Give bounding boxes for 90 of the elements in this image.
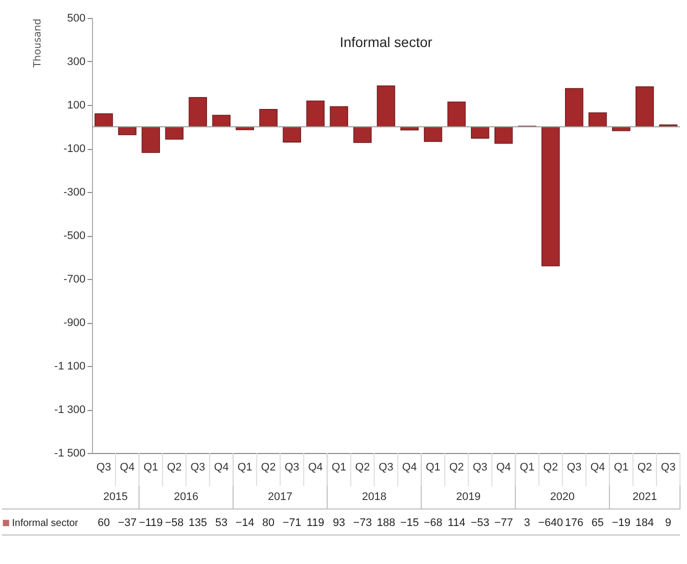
text: Informal sector — [340, 34, 433, 50]
bar — [165, 126, 184, 140]
data-label: 184 — [636, 517, 654, 529]
bar — [94, 113, 113, 128]
bar — [424, 126, 442, 142]
text: 2015 — [103, 491, 128, 503]
data-label: −14 — [236, 517, 254, 529]
x-tick-label: Q2 — [261, 462, 276, 474]
x-tick-label: Q2 — [449, 462, 464, 474]
data-label: 65 — [592, 517, 604, 529]
data-label: −15 — [400, 517, 419, 529]
data-label: −19 — [612, 517, 631, 529]
data-label: 9 — [665, 517, 672, 529]
data-label: 80 — [262, 517, 275, 529]
y-tick-label: -300 — [63, 186, 86, 198]
legend-label: Informal sector — [12, 518, 79, 529]
x-tick-label: Q4 — [496, 462, 511, 474]
data-label: 176 — [564, 517, 584, 529]
y-tick-label: -500 — [63, 230, 86, 242]
y-tick-label: -1 300 — [54, 404, 86, 416]
bar — [588, 112, 607, 128]
y-tick-label: -1 100 — [54, 360, 86, 372]
bar — [470, 126, 490, 139]
x-tick-label: Q4 — [402, 462, 417, 474]
text: 2021 — [632, 491, 657, 503]
bar — [542, 126, 560, 266]
data-label: 119 — [306, 517, 324, 529]
y-tick-label: -1 500 — [54, 448, 86, 460]
x-tick-label: Q2 — [543, 462, 558, 474]
data-label: 135 — [188, 517, 208, 529]
text: 2016 — [174, 491, 198, 503]
data-label: −37 — [118, 517, 137, 529]
x-tick-label: Q3 — [378, 462, 394, 474]
x-tick-label: Q1 — [426, 462, 440, 474]
data-label: 60 — [98, 517, 110, 529]
data-label: −71 — [282, 517, 302, 529]
bar — [353, 126, 372, 143]
y-tick-label: 300 — [67, 56, 86, 68]
bar — [212, 114, 230, 128]
data-label: 53 — [215, 517, 228, 529]
bar — [376, 86, 396, 128]
x-tick-label: Q2 — [166, 462, 182, 474]
x-tick-label: Q3 — [284, 462, 300, 474]
data-label: −77 — [494, 517, 513, 529]
y-axis-title: Thousand — [32, 18, 44, 68]
text: 2017 — [268, 491, 292, 503]
bar — [282, 126, 302, 142]
x-tick-label: Q3 — [190, 462, 206, 474]
x-tick-label: Q4 — [590, 462, 606, 474]
y-tick-label: -900 — [63, 317, 86, 329]
data-label: −53 — [470, 517, 490, 529]
x-tick-label: Q4 — [308, 462, 323, 474]
data-label: 3 — [524, 517, 530, 529]
x-tick-label: Q1 — [332, 462, 346, 474]
y-tick-label: -700 — [63, 274, 86, 286]
bar — [494, 126, 513, 144]
x-tick-label: Q3 — [566, 462, 582, 474]
bar — [330, 106, 348, 128]
data-label: −58 — [164, 517, 184, 529]
bar — [259, 109, 278, 128]
text: 2019 — [456, 491, 481, 503]
bar — [565, 88, 584, 128]
x-tick-label: Q4 — [214, 462, 229, 474]
data-label: −73 — [353, 517, 372, 529]
data-label: −640 — [538, 517, 564, 529]
data-label: 188 — [376, 517, 396, 529]
x-tick-label: Q3 — [660, 462, 676, 474]
y-tick-label: 500 — [67, 12, 86, 24]
y-tick-label: 100 — [67, 100, 86, 112]
x-tick-label: Q4 — [120, 462, 135, 474]
data-label: 93 — [332, 517, 346, 529]
x-tick-label: Q1 — [520, 462, 534, 474]
x-tick-label: Q3 — [472, 462, 488, 474]
y-tick-label: -100 — [63, 143, 86, 155]
x-tick-label: Q1 — [614, 462, 629, 474]
bar — [306, 100, 325, 128]
text: 2018 — [362, 491, 386, 503]
x-tick-label: Q2 — [637, 462, 652, 474]
x-tick-label: Q2 — [355, 462, 370, 474]
data-label: −119 — [138, 517, 163, 529]
bar — [447, 102, 466, 128]
x-tick-label: Q3 — [96, 462, 112, 474]
bar — [636, 86, 654, 128]
bar — [188, 97, 207, 128]
bar — [142, 126, 160, 153]
x-tick-label: Q1 — [143, 462, 158, 474]
data-label: 114 — [448, 517, 466, 529]
text: 2020 — [550, 491, 575, 503]
x-tick-label: Q1 — [238, 462, 252, 474]
data-label: −68 — [424, 517, 442, 529]
